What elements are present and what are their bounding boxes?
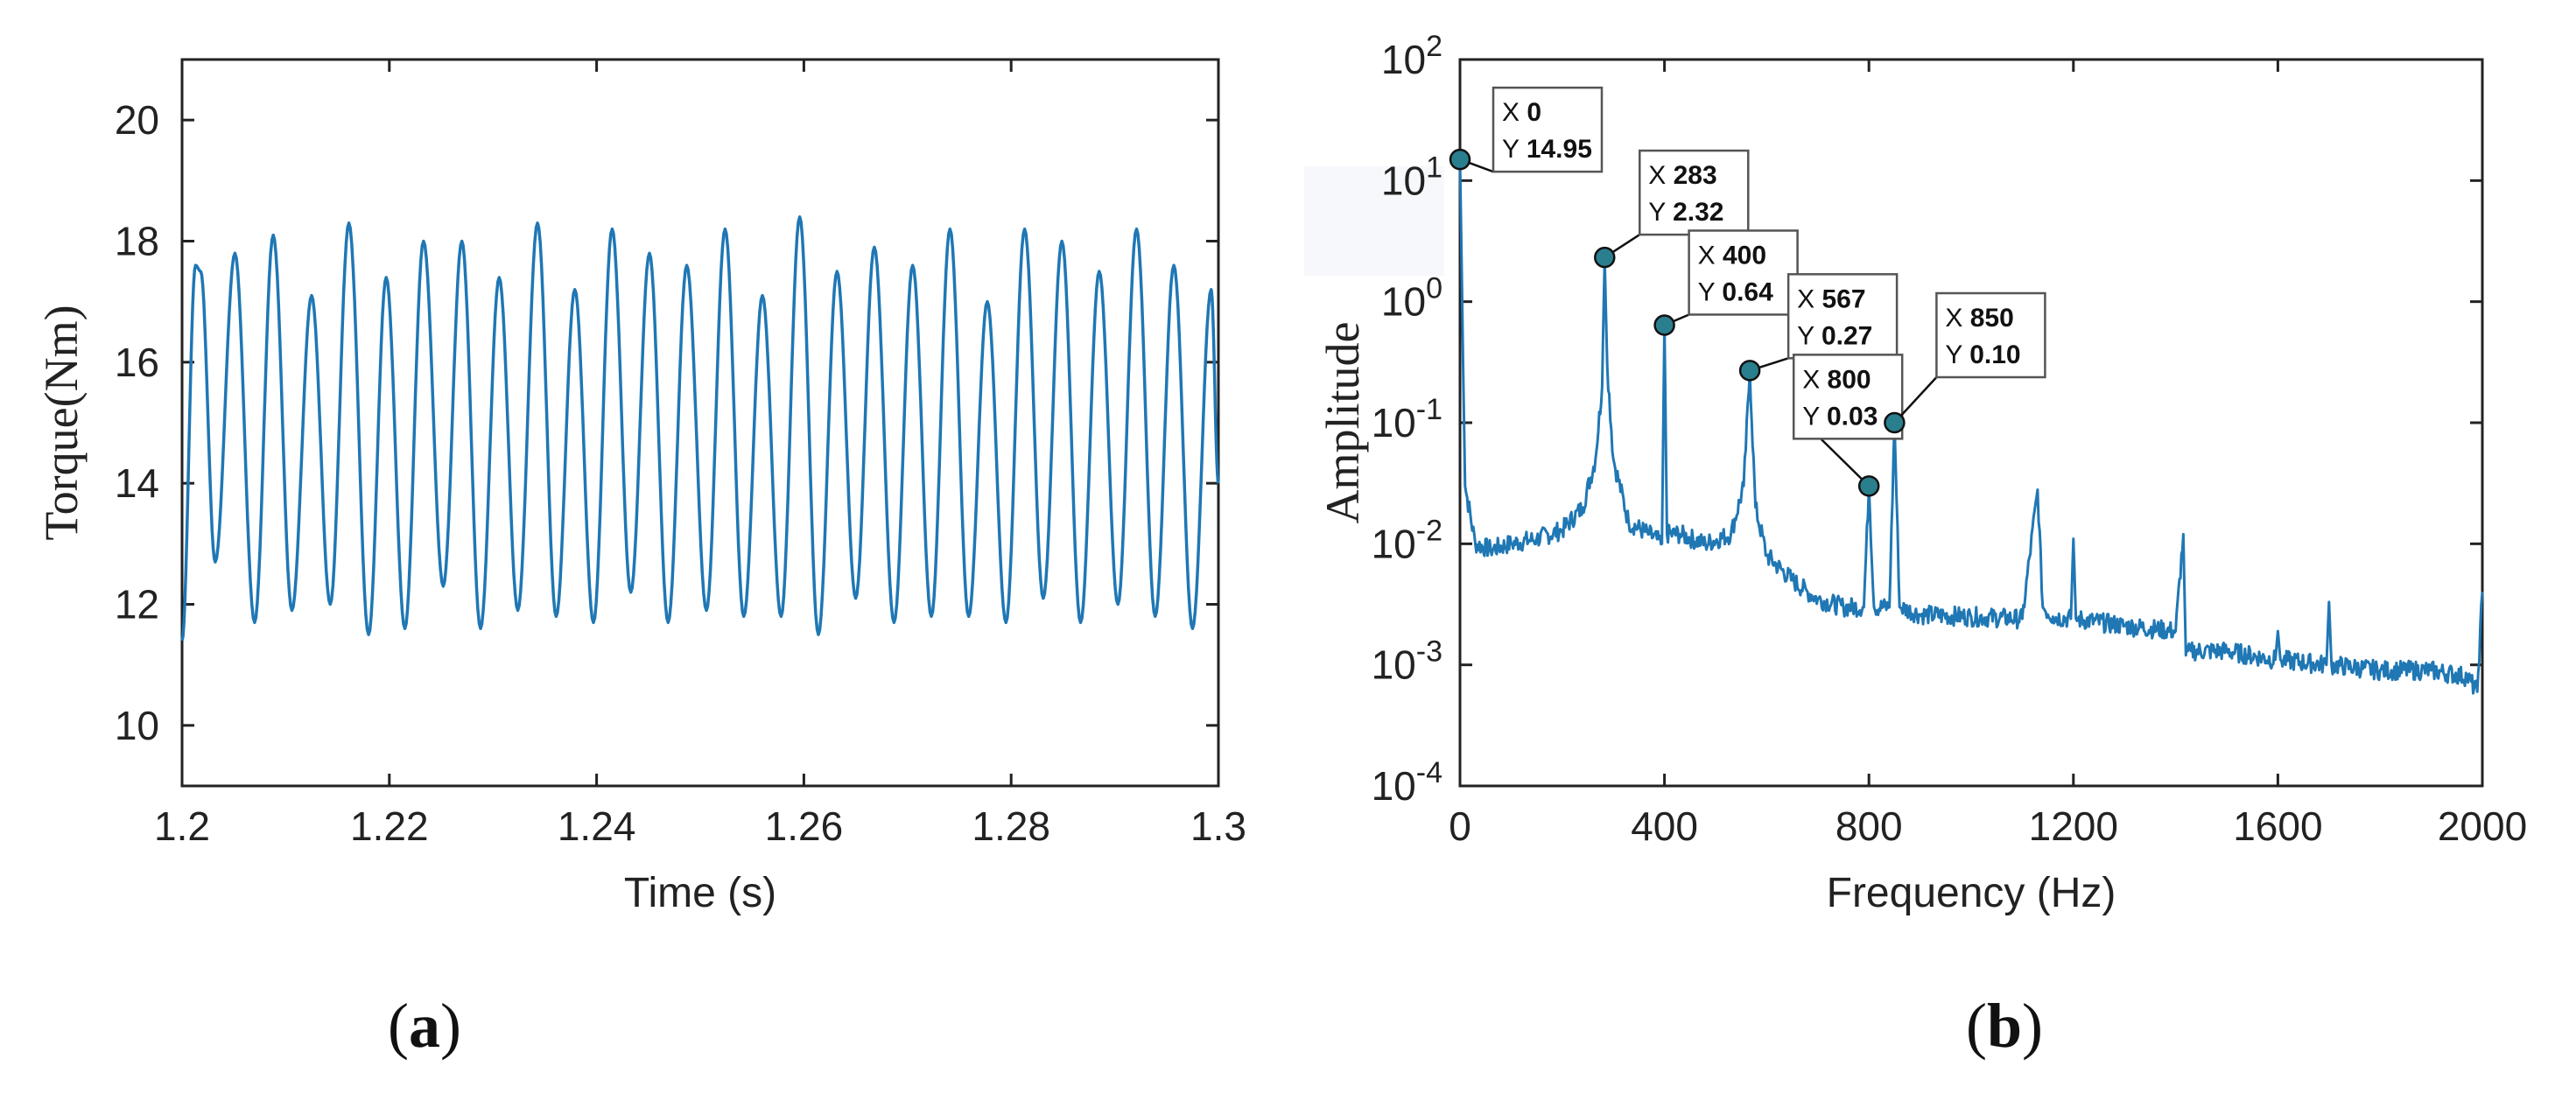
y-tick-label: 16 (115, 340, 159, 385)
x-tick-label: 400 (1631, 803, 1698, 849)
spectrum-series-line (1458, 159, 2484, 695)
datatip-marker[interactable] (1738, 360, 1761, 382)
y-tick-label: 10 (115, 703, 159, 748)
spectrum-datatips: X 0 Y 14.95 X 283 Y 2.32 X 400 Y 0.64 X 567 Y 0… (1449, 86, 2046, 497)
datatip-x-text: X 0 (1502, 98, 1541, 127)
spectrum-x-tick-labels: 0 400 800 1200 1600 2000 (1449, 803, 2527, 849)
torque-y-axis-label: Torque(Nm) (35, 305, 88, 540)
torque-plot-frame (180, 58, 1220, 788)
datatip-y-text: Y 14.95 (1502, 135, 1592, 164)
datatip-box (1935, 291, 2046, 379)
y-tick-label: 10-1 (1372, 393, 1442, 445)
datatip-box (1786, 273, 1899, 360)
panel-label-b: (b) (1966, 991, 2043, 1061)
y-tick-label: 14 (115, 460, 159, 506)
x-tick-label: 2000 (2438, 803, 2527, 849)
x-tick-label: 1.2 (154, 803, 210, 849)
torque-ticks (180, 60, 1220, 786)
spectrum-y-axis-label: Amplitude (1316, 322, 1369, 524)
datatip-y-text: Y 0.03 (1802, 402, 1878, 431)
datatip[interactable]: X 567 Y 0.27 (1738, 273, 1899, 382)
spectrum-x-axis-label: Frequency (Hz) (1827, 870, 2116, 916)
datatip-marker[interactable] (1857, 475, 1880, 497)
datatip[interactable]: X 850 Y 0.10 (1884, 291, 2046, 434)
y-tick-label: 101 (1381, 151, 1442, 203)
datatip-marker[interactable] (1594, 246, 1616, 269)
x-tick-label: 1600 (2233, 803, 2322, 849)
spectrum-y-tick-labels: 102 101 100 10-1 10-2 10-3 10-4 (1372, 30, 1442, 809)
x-tick-label: 1200 (2029, 803, 2118, 849)
x-tick-label: 0 (1449, 803, 1471, 849)
y-tick-label: 10-3 (1372, 635, 1442, 688)
x-tick-label: 1.3 (1190, 803, 1246, 849)
datatip-y-text: Y 2.32 (1648, 198, 1723, 227)
torque-chart: 1.2 1.22 1.24 1.26 1.28 1.3 10 12 14 16 18 20 Time… (35, 58, 1246, 1061)
datatip-x-text: X 400 (1698, 241, 1766, 270)
datatip[interactable]: X 400 Y 0.64 (1653, 229, 1799, 336)
y-tick-label: 10-4 (1372, 756, 1442, 809)
datatip-box (1492, 86, 1604, 173)
datatip-marker[interactable] (1653, 314, 1675, 336)
shaded-background-patch (1304, 166, 1444, 276)
torque-y-tick-labels: 10 12 14 16 18 20 (115, 97, 159, 748)
y-tick-label: 20 (115, 97, 159, 143)
spectrum-chart: 0 400 800 1200 1600 2000 102 101 100 10-1 10-2 10-… (1304, 30, 2527, 1061)
y-tick-label: 100 (1381, 272, 1442, 325)
spectrum-ticks (1458, 58, 2484, 788)
y-tick-label: 102 (1381, 30, 1442, 82)
datatip-box (1688, 229, 1799, 316)
y-tick-label: 12 (115, 582, 159, 628)
y-tick-label: 18 (115, 219, 159, 264)
datatip-marker[interactable] (1449, 148, 1471, 171)
datatip[interactable]: X 283 Y 2.32 (1594, 149, 1750, 269)
torque-x-axis-label: Time (s) (624, 870, 776, 916)
torque-series-line (180, 215, 1220, 642)
datatip-leader (1820, 438, 1871, 487)
datatip-x-text: X 283 (1648, 161, 1716, 190)
x-tick-label: 1.22 (350, 803, 429, 849)
datatip-y-text: Y 0.27 (1797, 321, 1872, 350)
datatip[interactable]: X 0 Y 14.95 (1449, 86, 1604, 173)
x-tick-label: 1.24 (558, 803, 636, 849)
x-tick-label: 1.28 (972, 803, 1050, 849)
datatip-x-text: X 800 (1802, 365, 1871, 394)
torque-x-tick-labels: 1.2 1.22 1.24 1.26 1.28 1.3 (154, 803, 1246, 849)
panel-label-a: (a) (388, 991, 461, 1061)
datatip-y-text: Y 0.10 (1945, 340, 2020, 369)
spectrum-plot-frame (1458, 58, 2484, 788)
y-tick-label: 10-2 (1372, 514, 1442, 566)
datatip-marker[interactable] (1884, 411, 1906, 434)
datatip-x-text: X 567 (1797, 284, 1865, 313)
datatip-x-text: X 850 (1945, 304, 2013, 333)
datatip-y-text: Y 0.64 (1698, 277, 1774, 306)
x-tick-label: 1.26 (765, 803, 844, 849)
x-tick-label: 800 (1835, 803, 1903, 849)
